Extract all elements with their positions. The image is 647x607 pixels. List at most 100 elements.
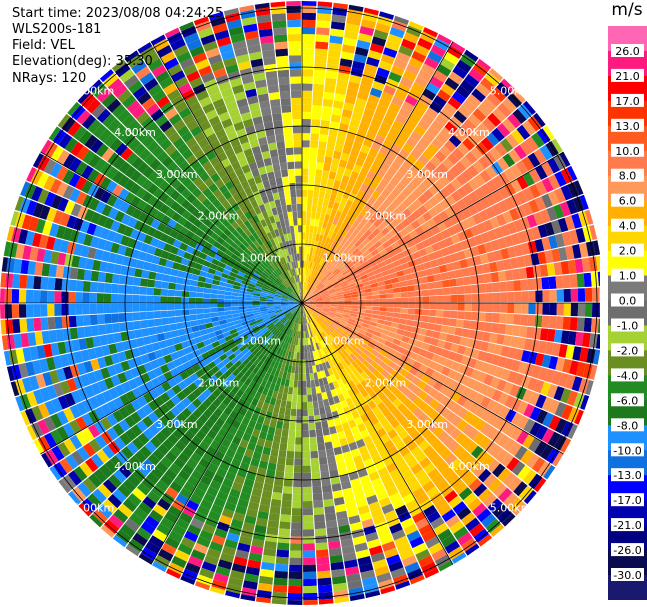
radar-gate <box>212 122 224 133</box>
radar-gate <box>392 207 402 218</box>
radar-gate <box>316 299 324 302</box>
radar-gate <box>296 298 302 303</box>
radar-gate <box>306 291 311 298</box>
radar-gate <box>342 145 352 155</box>
radar-gate <box>194 463 207 475</box>
radar-gate <box>20 259 30 275</box>
radar-gate <box>482 493 498 508</box>
radar-gate <box>334 315 342 321</box>
radar-gate <box>52 129 67 145</box>
radar-gate <box>225 590 241 599</box>
radar-gate <box>244 377 252 387</box>
radar-gate <box>208 222 218 232</box>
radar-gate <box>198 413 209 424</box>
radar-gate <box>247 95 259 105</box>
radar-gate <box>89 514 103 528</box>
radar-gate <box>278 213 284 221</box>
radar-gate <box>134 329 143 339</box>
radar-gate <box>193 419 204 430</box>
radar-gate <box>316 300 324 303</box>
radar-gate <box>456 506 472 520</box>
radar-gate <box>88 79 103 93</box>
radar-gate <box>480 422 492 436</box>
radar-gate <box>527 240 538 254</box>
radar-gate <box>303 571 317 580</box>
radar-gate <box>379 294 387 299</box>
radar-gate <box>330 208 338 217</box>
radar-gate <box>287 365 292 373</box>
radar-gate <box>339 474 350 483</box>
radar-gate <box>418 328 427 336</box>
radar-gate <box>124 165 137 179</box>
radar-gate <box>256 467 267 477</box>
radar-gate <box>225 63 239 75</box>
radar-gate <box>311 262 315 270</box>
radar-gate <box>256 596 271 604</box>
radar-gate <box>341 422 351 431</box>
radar-gate <box>181 148 194 160</box>
radar-gate <box>164 27 180 39</box>
radar-gate <box>11 227 22 243</box>
radar-gate <box>452 65 468 79</box>
radar-gate <box>221 50 235 61</box>
radar-gate <box>591 303 600 318</box>
radar-gate <box>260 294 268 298</box>
radar-gate <box>405 475 418 487</box>
radar-gate <box>279 325 286 332</box>
radar-gate <box>353 104 365 115</box>
radar-gate <box>507 303 515 314</box>
radar-gate <box>330 322 338 328</box>
radar-gate <box>302 161 309 169</box>
radar-gate <box>294 444 302 452</box>
radar-gate <box>439 199 450 210</box>
radar-gate <box>430 492 444 505</box>
radar-gate <box>183 32 200 45</box>
radar-gate <box>269 178 277 187</box>
radar-gate <box>492 303 501 313</box>
radar-gate <box>213 572 229 584</box>
radar-gate <box>224 249 234 257</box>
radar-gate <box>418 136 431 149</box>
radar-gate <box>365 299 373 303</box>
radar-gate <box>260 173 269 182</box>
radar-gate <box>312 400 319 409</box>
radar-gate <box>284 465 294 473</box>
radar-gate <box>125 390 137 403</box>
radar-gate <box>351 186 360 196</box>
radar-gate <box>376 194 387 204</box>
radar-gate <box>238 243 247 251</box>
radar-gate <box>140 521 156 535</box>
radar-gate <box>436 63 452 77</box>
radar-gate <box>235 380 244 389</box>
radar-gate <box>281 283 287 289</box>
radar-gate <box>562 316 571 330</box>
radar-gate <box>317 249 323 257</box>
radar-gate <box>174 296 182 303</box>
radar-gate <box>116 109 131 123</box>
radar-gate <box>355 320 363 326</box>
radar-gate <box>471 445 484 459</box>
radar-gate <box>189 77 204 89</box>
radar-gate <box>445 333 455 343</box>
radar-gate <box>409 536 425 549</box>
radar-gate <box>141 97 156 111</box>
radar-gate <box>478 312 486 322</box>
radar-gate <box>407 192 418 204</box>
radar-gate <box>231 481 243 492</box>
radar-gate <box>324 270 331 277</box>
radar-gate <box>386 293 394 299</box>
radar-gate <box>367 256 376 264</box>
radar-gate <box>174 154 186 167</box>
radar-gate <box>267 333 274 340</box>
radar-gate <box>263 483 274 492</box>
radar-gate <box>258 504 270 513</box>
radar-gate <box>422 357 432 367</box>
radar-gate <box>268 311 276 316</box>
radar-gate <box>235 151 246 161</box>
radar-gate <box>444 77 460 91</box>
radar-gate <box>196 505 210 517</box>
radar-gate <box>302 218 307 226</box>
radar-gate <box>270 230 277 239</box>
radar-gate <box>253 309 261 314</box>
radar-gate <box>210 439 221 451</box>
